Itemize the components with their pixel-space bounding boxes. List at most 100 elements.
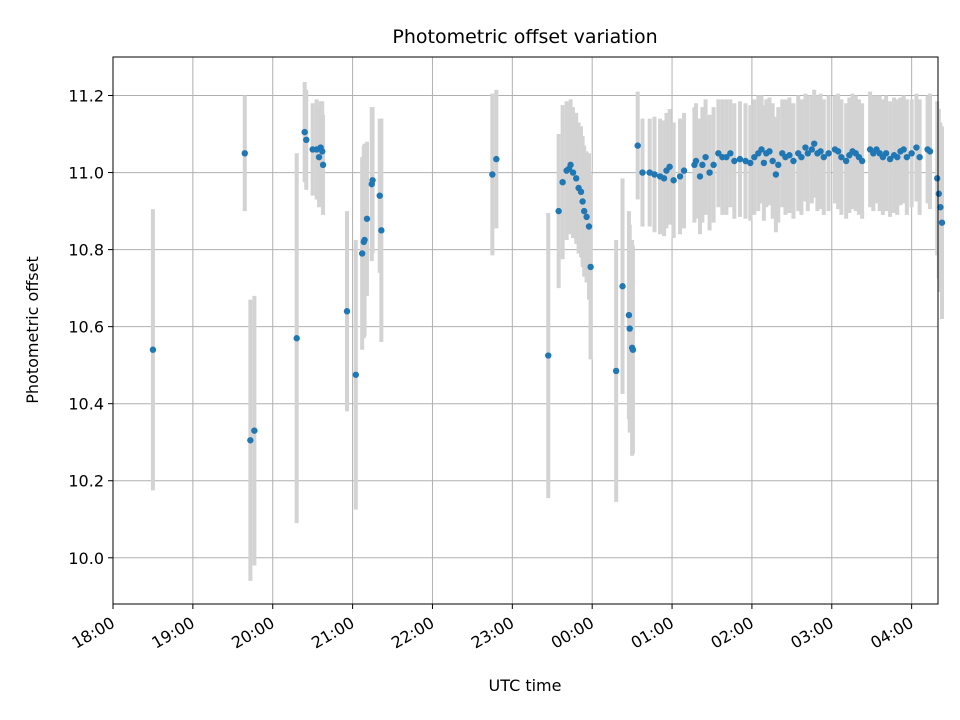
data-point [916,153,923,161]
y-tick-label: 10.0 [68,549,104,568]
data-point [579,198,586,205]
data-point [798,153,805,161]
data-point [293,335,300,342]
data-point [670,177,677,184]
data-point [489,171,496,178]
data-point [149,346,157,353]
data-point [706,169,713,176]
data-point [723,153,730,161]
data-point [934,175,941,182]
data-point [660,175,668,182]
data-point [808,146,816,153]
data-point [680,167,688,174]
data-point [760,159,768,167]
data-point [577,188,585,196]
y-tick-label: 10.8 [68,241,104,260]
data-point [935,190,942,197]
data-point [802,144,809,151]
data-point [811,140,818,147]
data-point [581,207,588,215]
data-point [625,311,633,319]
data-point [639,169,646,176]
plot-frame [112,56,939,605]
data-point [775,161,782,169]
data-point [343,308,351,315]
data-point [786,152,793,159]
data-point [651,171,658,178]
data-point [696,173,704,180]
x-axis-label: UTC time [489,676,562,695]
data-point [937,204,944,211]
data-point [772,171,780,178]
data-point [619,283,626,290]
y-tick-label: 10.6 [68,318,104,337]
data-point [751,153,758,161]
data-point [559,178,566,186]
data-point [742,157,749,165]
data-point [646,169,653,176]
data-point [882,150,890,157]
data-point [938,219,946,226]
data-point [629,346,637,353]
data-point [573,175,580,182]
data-point [634,142,641,149]
data-point [747,159,754,167]
data-points [149,128,946,444]
data-point [676,173,684,180]
data-point [894,153,901,161]
data-point [376,192,383,199]
data-point [301,128,308,136]
data-point [825,150,832,157]
data-point [247,437,254,444]
data-point [352,371,359,378]
y-tick-label: 11.0 [68,164,104,183]
data-point [758,146,765,153]
data-point [731,157,738,165]
data-point [555,207,562,215]
y-tick-label: 11.2 [68,87,104,106]
data-point [251,427,258,434]
data-point [303,136,310,144]
data-point [587,263,594,271]
data-point [858,157,866,165]
data-point [817,148,824,155]
data-point [241,150,248,157]
y-axis-label: Photometric offset [23,256,42,404]
data-point [913,144,920,151]
data-point [319,161,327,169]
data-point [567,161,574,169]
chart-title: Photometric offset variation [392,26,657,48]
data-point [319,148,326,155]
data-point [585,223,593,230]
y-axis-ticks: 10.0 10.2 10.4 10.6 10.8 11.0 11.2 [68,87,113,568]
data-point [838,153,845,161]
data-point [842,157,850,165]
data-point [769,157,776,165]
data-point [886,155,894,163]
data-point [710,161,717,169]
data-point [378,227,385,234]
data-point [666,163,673,170]
data-point [363,215,371,222]
data-point [361,236,368,244]
data-point [493,155,500,163]
data-point [358,250,366,257]
data-point [626,325,633,332]
data-point [926,148,934,155]
data-point [727,150,734,157]
data-point [612,367,620,375]
data-point [900,146,907,153]
y-tick-label: 10.2 [68,472,104,491]
data-point [692,157,700,165]
data-point [766,148,773,155]
data-point [715,150,722,157]
data-point [315,153,323,161]
data-point [820,153,827,161]
data-point [545,352,552,359]
y-tick-label: 10.4 [68,395,104,414]
data-point [702,153,709,161]
data-point [736,155,744,163]
data-point [569,169,577,176]
data-point [699,161,706,169]
